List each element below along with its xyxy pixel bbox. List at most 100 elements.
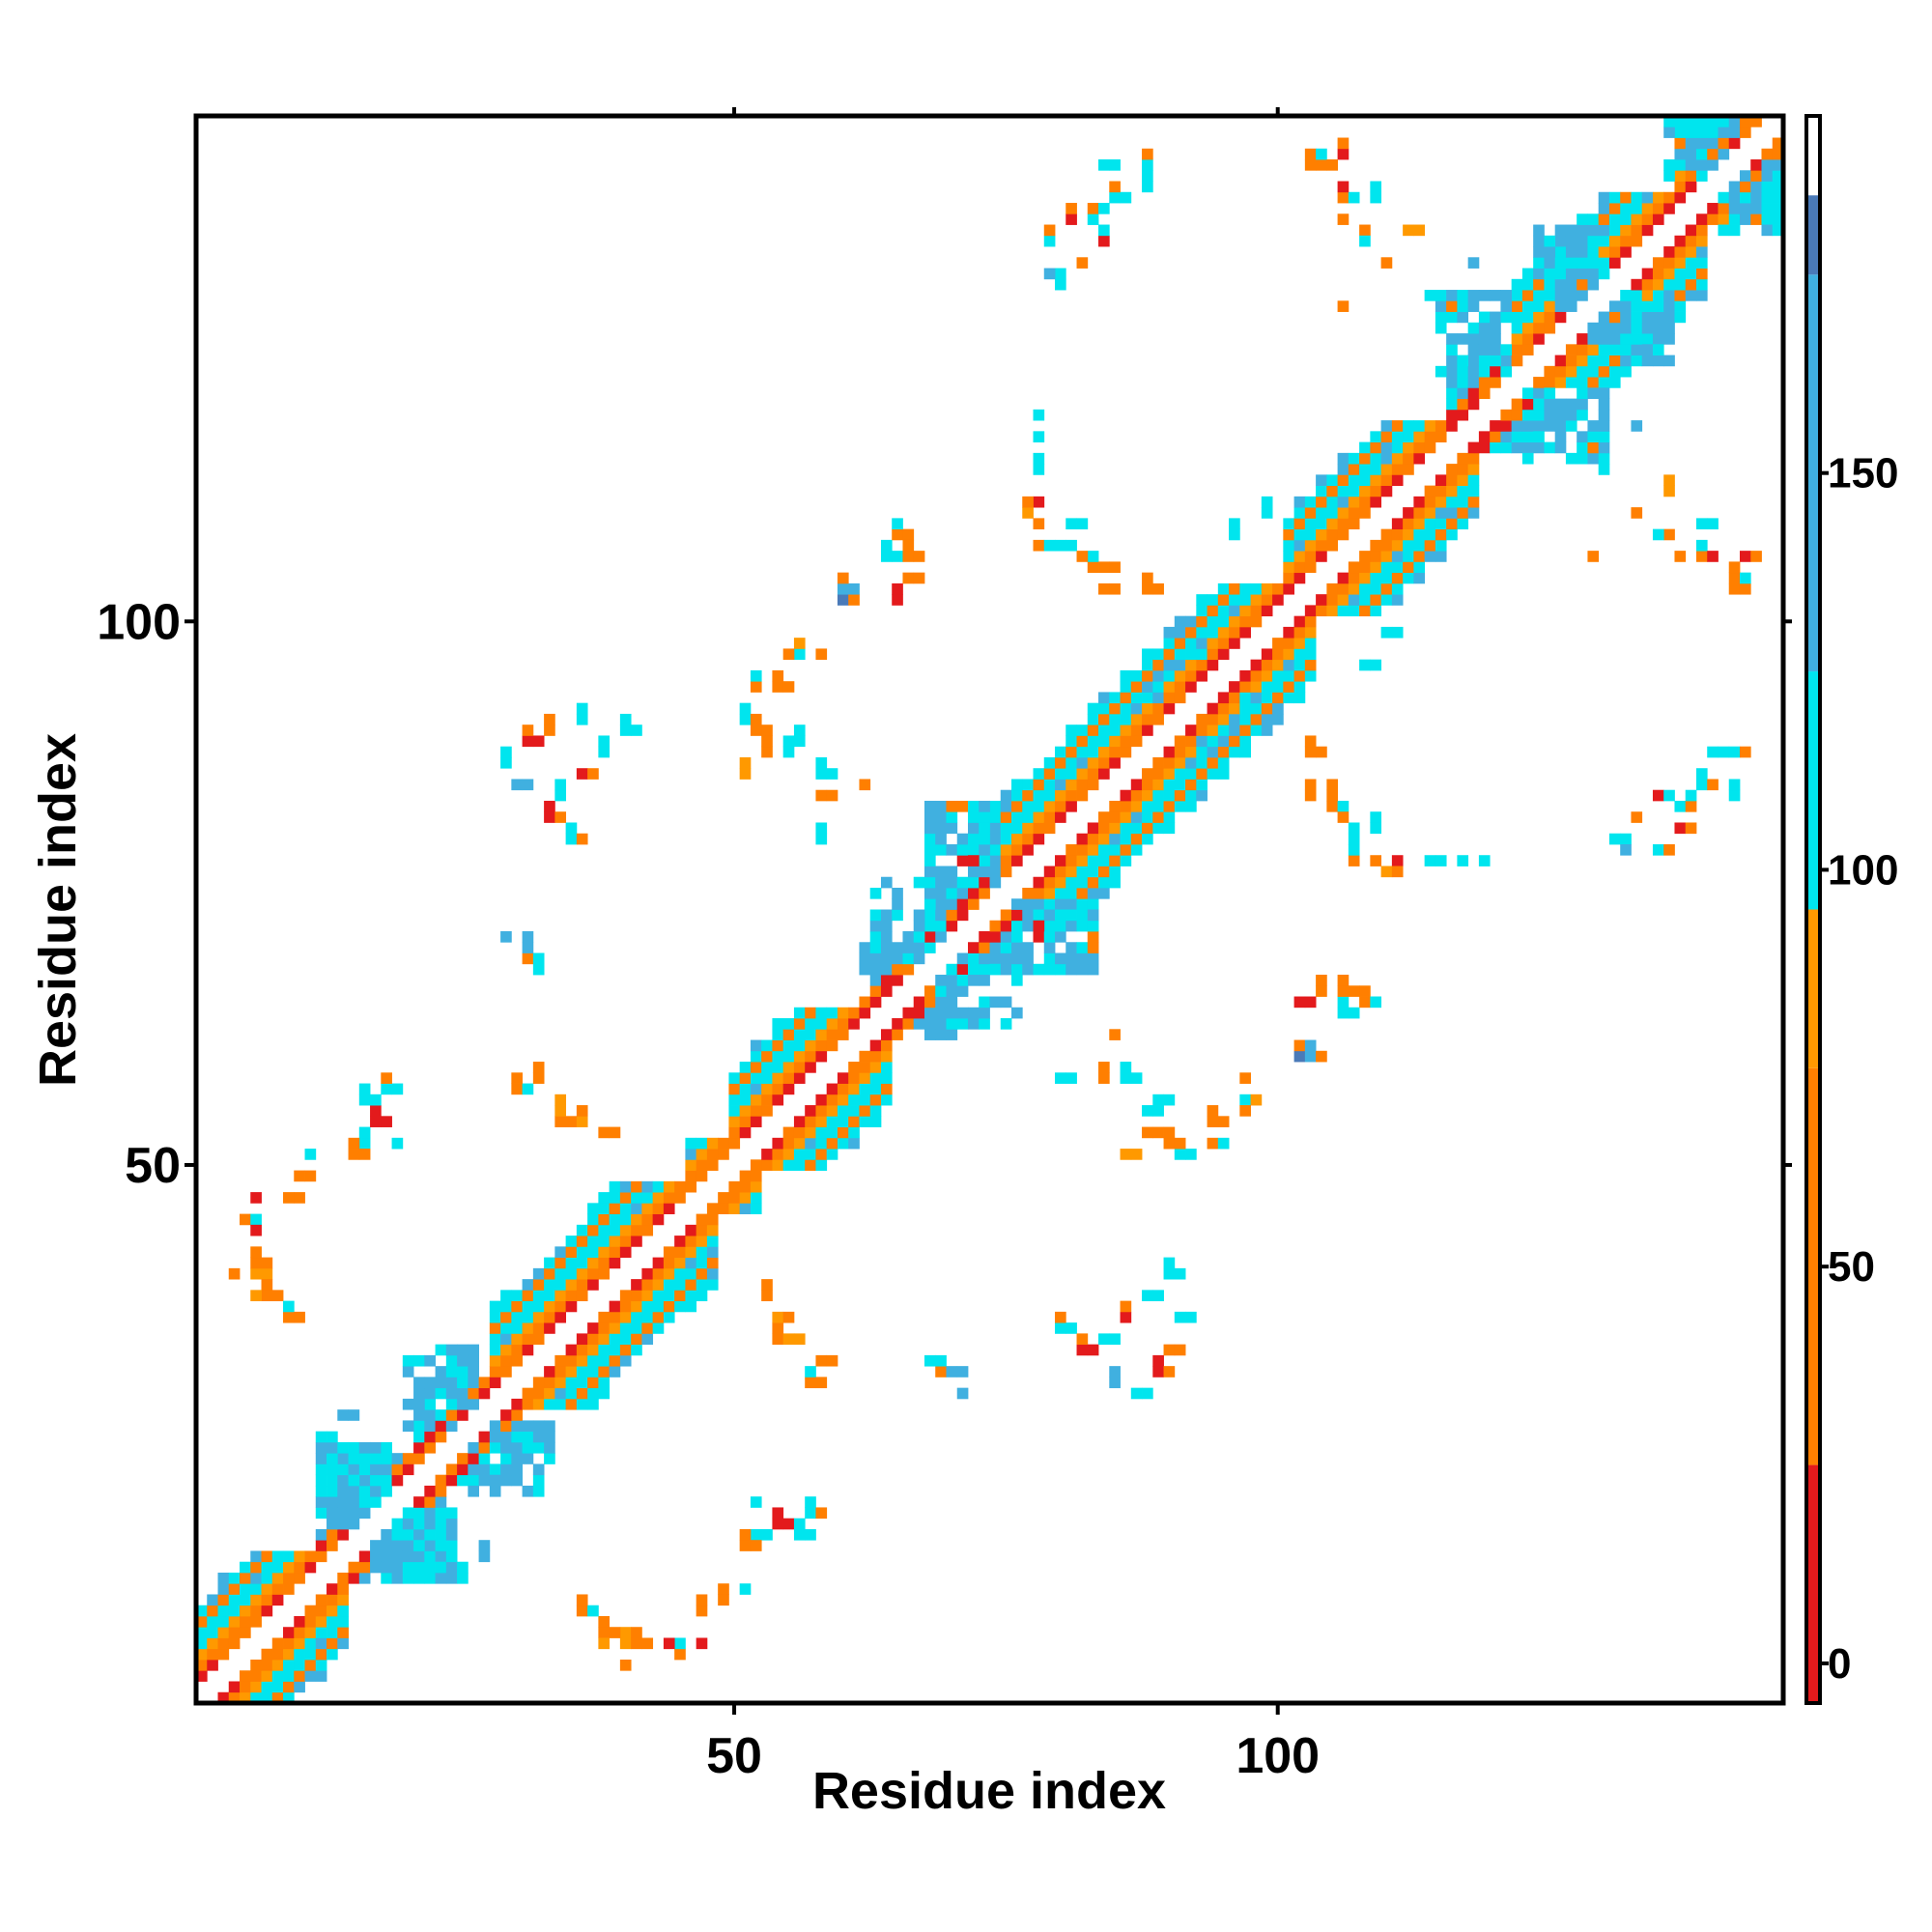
heatmap-cell [1391, 518, 1404, 530]
heatmap-cell [1217, 582, 1230, 595]
heatmap-cell [348, 1453, 360, 1464]
heatmap-cell [1739, 170, 1751, 182]
heatmap-cell [1370, 572, 1382, 584]
heatmap-cell [283, 1691, 295, 1704]
heatmap-cell [1674, 822, 1687, 835]
heatmap-cell [979, 822, 990, 835]
heatmap-cell [1457, 355, 1469, 367]
heatmap-cell [1663, 278, 1675, 291]
heatmap-cell [532, 1387, 545, 1400]
heatmap-cell [457, 1354, 469, 1367]
heatmap-cell [261, 1279, 273, 1291]
heatmap-cell [979, 952, 990, 965]
heatmap-cell [946, 920, 958, 932]
heatmap-cell [1478, 377, 1491, 388]
heatmap-cell [1142, 692, 1153, 704]
heatmap-cell [739, 1083, 752, 1095]
heatmap-cell [1544, 311, 1556, 324]
heatmap-cell [805, 1050, 816, 1063]
heatmap-cell [1608, 322, 1621, 334]
heatmap-cell [1272, 582, 1284, 595]
heatmap-cell [1033, 887, 1045, 899]
heatmap-cell [1043, 756, 1056, 769]
heatmap-cell [706, 1224, 719, 1236]
heatmap-cell [1750, 116, 1762, 128]
heatmap-cell [544, 1453, 555, 1464]
heatmap-cell [1152, 648, 1164, 661]
heatmap-cell [696, 1279, 708, 1291]
colorbar-band [1806, 274, 1820, 672]
heatmap-cell [1685, 181, 1697, 193]
heatmap-cell [1598, 344, 1610, 355]
heatmap-cell [848, 1137, 860, 1150]
heatmap-cell [576, 1387, 588, 1400]
heatmap-cell [598, 1192, 611, 1204]
heatmap-cell [1261, 702, 1273, 715]
heatmap-cell [1652, 191, 1664, 204]
heatmap-cell [1120, 191, 1132, 204]
heatmap-cell [1055, 931, 1066, 943]
heatmap-cell [424, 1485, 436, 1497]
heatmap-cell [424, 1518, 436, 1530]
heatmap-cell [805, 1105, 816, 1117]
heatmap-cell [631, 1344, 642, 1356]
heatmap-cell [772, 1039, 784, 1052]
heatmap-cell [1304, 539, 1317, 552]
heatmap-cell [261, 1572, 273, 1584]
heatmap-cell [1109, 191, 1121, 204]
heatmap-cell [1631, 203, 1643, 214]
heatmap-cell [1239, 1105, 1251, 1117]
heatmap-cell [522, 1485, 534, 1497]
heatmap-cell [1772, 181, 1784, 193]
heatmap-cell [663, 1257, 675, 1269]
heatmap-cell [880, 920, 893, 932]
heatmap-cell [261, 1257, 273, 1269]
heatmap-cell [1152, 811, 1164, 823]
heatmap-cell [1587, 322, 1600, 334]
heatmap-cell [1348, 822, 1360, 835]
heatmap-cell [1120, 789, 1132, 802]
heatmap-cell [315, 1615, 327, 1628]
heatmap-cell [761, 724, 773, 736]
heatmap-cell [598, 1246, 611, 1259]
heatmap-cell [250, 1224, 262, 1236]
heatmap-cell [478, 1550, 491, 1563]
heatmap-cell [294, 1637, 305, 1650]
heatmap-cell [445, 1463, 458, 1476]
heatmap-cell [619, 1180, 632, 1193]
heatmap-cell [1370, 464, 1382, 475]
heatmap-cell [1718, 127, 1730, 138]
heatmap-cell [1304, 496, 1317, 508]
heatmap-cell [1707, 779, 1719, 791]
heatmap-cell [848, 594, 860, 606]
heatmap-cell [1707, 148, 1719, 160]
heatmap-cell [1457, 474, 1469, 487]
heatmap-cell [1087, 713, 1099, 725]
heatmap-cell [1490, 333, 1501, 345]
heatmap-cell [348, 1463, 360, 1476]
heatmap-cell [337, 1594, 349, 1606]
heatmap-cell [1174, 800, 1186, 812]
heatmap-cell [1272, 669, 1284, 682]
heatmap-cell [1521, 441, 1534, 454]
heatmap-cell [1065, 1072, 1077, 1084]
heatmap-cell [923, 800, 936, 812]
heatmap-cell [1076, 518, 1089, 530]
heatmap-cell [663, 1192, 675, 1204]
heatmap-cell [240, 1561, 251, 1574]
heatmap-cell [1728, 779, 1741, 791]
heatmap-cell [217, 1594, 230, 1606]
heatmap-cell [435, 1409, 447, 1421]
heatmap-cell [1120, 692, 1132, 704]
heatmap-cell [207, 1648, 218, 1661]
heatmap-cell [1587, 387, 1600, 399]
heatmap-cell [315, 1659, 327, 1671]
heatmap-cell [1652, 268, 1664, 280]
heatmap-cell [1043, 235, 1056, 247]
heatmap-cell [402, 1540, 414, 1551]
heatmap-cell [554, 1094, 567, 1106]
heatmap-cell [1087, 909, 1099, 922]
heatmap-cell [1348, 452, 1360, 465]
heatmap-cell [923, 1029, 936, 1040]
heatmap-cell [1631, 290, 1643, 301]
